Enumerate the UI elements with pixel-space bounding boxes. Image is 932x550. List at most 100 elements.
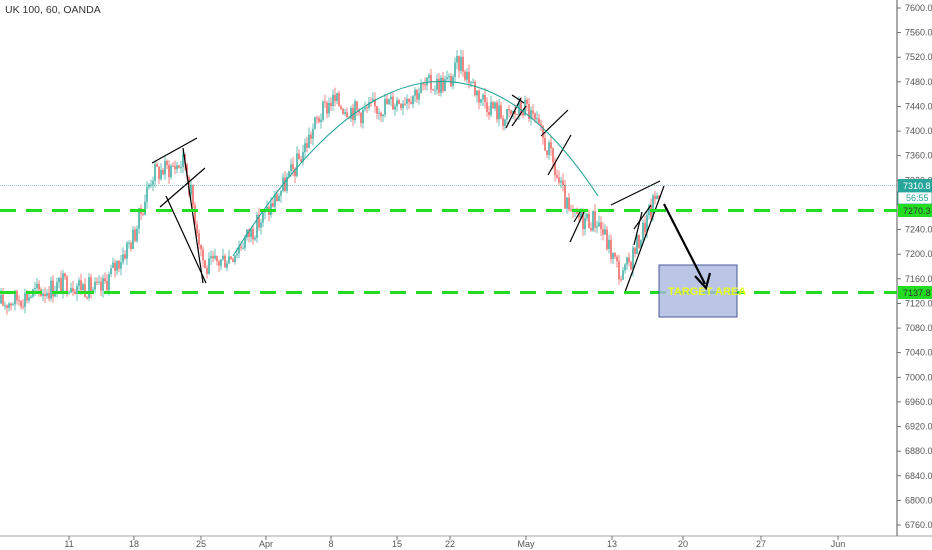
candle-body [516,114,518,116]
candle-body [394,106,396,110]
candle-body [304,143,306,153]
candle-body [434,89,436,91]
price-tick-label: 7360.0 [905,151,932,161]
candle-body [286,176,288,191]
candle-body [564,185,566,209]
candle-body [338,93,340,107]
candle-body [462,56,464,72]
candle-body [22,306,24,308]
candle-body [342,108,344,114]
candle-body [248,229,250,238]
candle-body [28,297,30,301]
candle-body [298,153,300,160]
trend-line[interactable] [165,195,207,284]
candle-body [222,255,224,260]
candle-body [164,161,166,175]
candle-body [408,98,410,103]
candle-body [156,164,158,167]
target-area-box[interactable] [658,264,738,318]
candle-body [608,239,610,250]
candle-body [78,280,80,286]
candle-body [398,100,400,104]
price-tick-label: 7240.0 [905,225,932,235]
candle-body [190,184,192,195]
candle-body [480,99,482,103]
trend-line[interactable] [569,211,585,243]
candle-body [604,229,606,235]
candle-body [544,137,546,151]
rounding-top-arc[interactable] [232,80,599,257]
candle-body [494,102,496,109]
trend-line[interactable] [511,94,525,104]
price-tick-label: 7080.0 [905,323,932,333]
candle-body [226,263,228,268]
candle-body [174,166,176,170]
candle-body [440,77,442,93]
candle-body [70,288,72,293]
candle-body [344,112,346,114]
candle-body [510,110,512,114]
candle-body [244,237,246,248]
target-area-label: TARGET AREA [668,286,746,298]
candle-body [252,228,254,240]
time-tick-label: 8 [328,539,333,549]
candle-body [514,110,516,115]
candle-body [322,101,324,120]
trend-line[interactable] [624,185,665,293]
candle-body [340,106,342,109]
candle-body [414,89,416,96]
trend-line[interactable] [633,211,643,246]
candle-body [626,257,628,265]
candle-body [588,213,590,229]
candle-body [58,278,60,283]
candle-body [630,262,632,270]
price-tick-label: 6920.0 [905,422,932,432]
time-tick-label: 20 [678,539,688,549]
price-tick-label: 7000.0 [905,372,932,382]
candle-body [242,247,244,249]
candle-body [632,247,634,270]
trend-line[interactable] [633,204,652,230]
trend-line[interactable] [573,211,581,223]
time-tick-label: 18 [129,539,139,549]
candle-body [482,94,484,100]
price-tick-label: 7160.0 [905,274,932,284]
candle-body [636,234,638,254]
candle-body [150,184,152,186]
candle-body [64,273,66,277]
candle-body [346,112,348,117]
candle-body [250,228,252,238]
candle-body [450,75,452,87]
trend-line[interactable] [159,167,206,208]
candle-body [386,98,388,105]
candle-body [94,281,96,290]
trend-line[interactable] [505,97,522,129]
trend-line[interactable] [610,180,661,206]
candle-body [422,83,424,85]
candle-body [492,102,494,109]
candle-body [540,123,542,126]
candle-body [126,242,128,259]
candle-body [12,304,14,306]
trend-line[interactable] [547,134,572,176]
candle-body [106,281,108,291]
trend-line[interactable] [511,105,527,127]
candle-body [356,101,358,110]
candle-body [472,81,474,83]
candle-body [258,214,260,228]
candle-body [478,90,480,103]
candle-body [228,256,230,264]
trend-line[interactable] [182,147,204,284]
projection-arrow[interactable] [663,203,706,285]
candle-body [48,293,50,299]
price-tick-label: 7600.0 [905,3,932,13]
candle-body [152,180,154,185]
candle-body [238,246,240,254]
candle-body [0,294,2,304]
candle-body [110,268,112,275]
trend-line[interactable] [151,137,198,164]
trend-line[interactable] [540,109,569,137]
candle-body [42,293,44,296]
candle-body [638,234,640,249]
